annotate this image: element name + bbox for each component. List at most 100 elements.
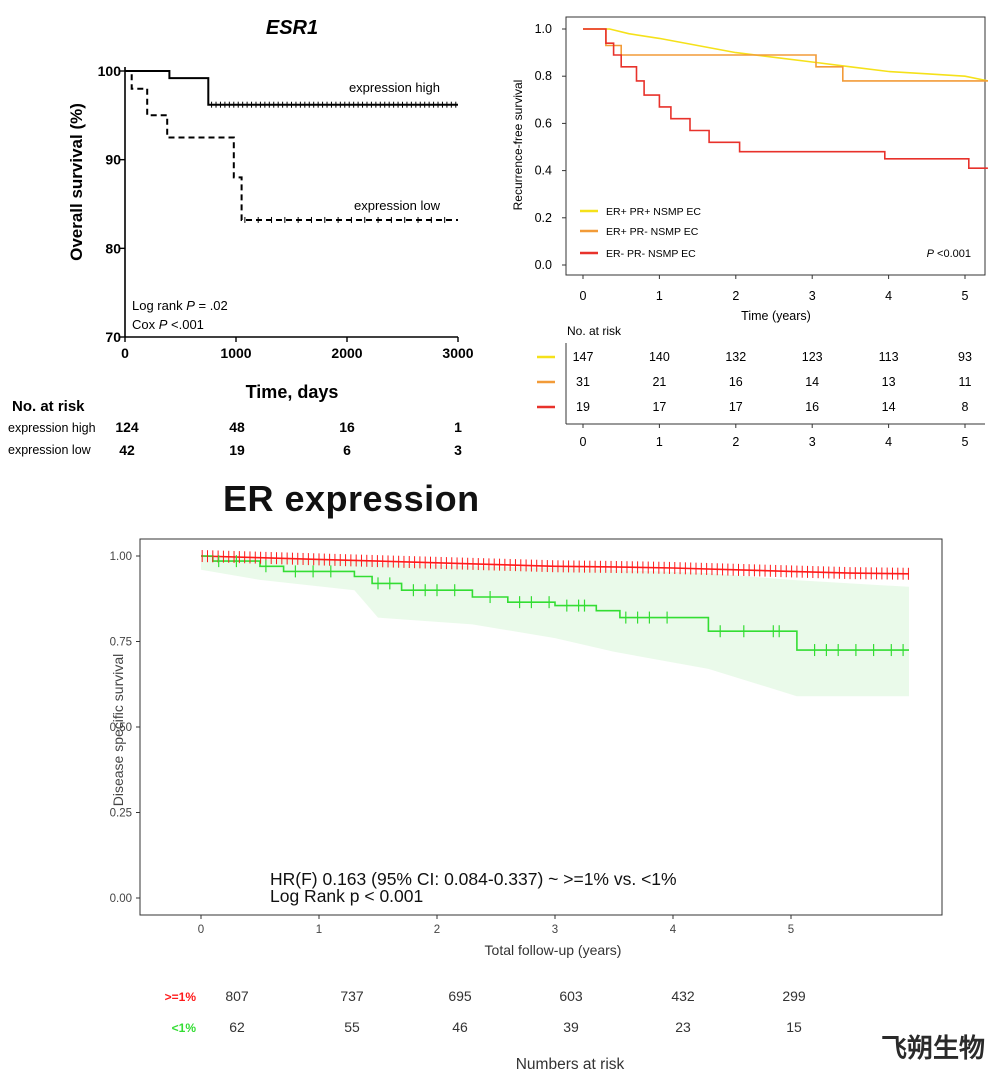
survival-curve-low [125,70,458,221]
risk-table-title: No. at risk [567,324,622,338]
y-axis-label: Overall survival (%) [67,103,86,261]
risk-value: 13 [882,375,896,389]
x-tick-label: 0 [580,435,587,449]
risk-row-label-low: expression low [8,443,92,457]
esr1-survival-chart: ESR1 Overall survival (%) Time, days 70 8… [8,17,474,458]
risk-table-title: No. at risk [12,398,85,415]
y-tick-label: 1.0 [535,22,552,36]
rfs-survival-panel: Recurrence-free survival Time (years) 0.… [500,0,1000,470]
risk-value: 16 [729,375,743,389]
esr1-survival-panel: ESR1 Overall survival (%) Time, days 70 8… [0,0,480,470]
risk-value: 432 [671,988,695,1004]
er-expression-panel: ER expression Disease specific survival … [100,478,990,1078]
x-tick-label: 2000 [331,345,362,361]
risk-value: 737 [340,988,364,1004]
rfs-survival-chart: Recurrence-free survival Time (years) 0.… [511,16,989,449]
risk-row-label-high: expression high [8,421,96,435]
risk-value: 16 [339,419,355,435]
survival-curve-low-er [201,555,909,651]
risk-value: 21 [652,375,666,389]
x-tick-label: 0 [121,345,129,361]
y-tick-label: 0.25 [110,808,132,820]
x-tick-label: 2 [732,289,739,303]
risk-value: 17 [652,400,666,414]
risk-value: 1 [454,419,462,435]
risk-value: 16 [805,400,819,414]
y-tick-label: 100 [98,63,122,79]
risk-value: 3 [454,442,462,458]
y-tick-label: 70 [105,329,121,345]
risk-value: 6 [343,442,351,458]
x-tick-label: 0 [198,924,204,936]
y-tick-label: 80 [105,240,121,256]
risk-value: 23 [675,1019,691,1035]
x-tick-label: 1 [316,924,322,936]
x-tick-label: 3000 [442,345,473,361]
logrank-annotation: Log Rank p < 0.001 [270,886,423,906]
y-axis-label: Disease specific survival [110,654,126,807]
x-tick-label: 1000 [220,345,251,361]
legend: ER+ PR+ NSMP EC ER+ PR- NSMP EC ER- PR- … [580,206,701,260]
risk-value: 46 [452,1019,468,1035]
risk-value: 147 [573,350,594,364]
x-tick-label: 1 [656,289,663,303]
risk-row-label-high: >=1% [165,990,197,1004]
risk-value: 48 [229,419,245,435]
legend-label: ER+ PR- NSMP EC [606,226,699,238]
y-tick-label: 0.00 [110,893,132,905]
x-tick-label: 2 [732,435,739,449]
y-tick-label: 0.0 [535,258,552,272]
risk-value: 113 [879,350,899,364]
rfs-curve-er-pr-pos [583,28,989,82]
risk-value: 31 [576,375,590,389]
x-tick-label: 5 [962,435,969,449]
y-tick-label: 1.00 [110,551,132,563]
risk-value: 695 [448,988,472,1004]
p-value-annotation: P <0.001 [927,248,971,260]
series-label-low: expression low [354,198,441,213]
plot-frame [565,16,986,276]
x-tick-label: 4 [885,435,892,449]
risk-value: 55 [344,1019,360,1035]
risk-table-title: Numbers at risk [516,1056,625,1073]
x-tick-label: 3 [552,924,558,936]
y-tick-label: 0.4 [535,164,552,178]
risk-value: 15 [786,1019,802,1035]
cox-annotation: Cox P <.001 [132,317,204,332]
chart-title: ESR1 [266,17,318,39]
survival-curve-high [125,70,458,106]
risk-value: 42 [119,442,135,458]
risk-value: 17 [729,400,743,414]
risk-value: 14 [882,400,896,414]
series-label-high: expression high [349,80,440,95]
y-axis-label: Recurrence-free survival [511,80,525,211]
risk-value: 124 [115,419,139,435]
logrank-annotation: Log rank P = .02 [132,298,228,313]
rfs-curve-er-neg-pr-neg [583,28,988,169]
confidence-band [201,556,909,697]
y-tick-label: 0.6 [535,116,552,130]
hr-annotation: HR(F) 0.163 (95% CI: 0.084-0.337) ~ >=1%… [270,869,677,889]
risk-value: 8 [962,400,969,414]
x-tick-label: 0 [580,289,587,303]
risk-row-label-low: <1% [172,1021,197,1035]
risk-value: 11 [959,375,972,389]
watermark-text: 飞朔生物 [880,1034,985,1064]
risk-value: 93 [958,350,972,364]
x-tick-label: 4 [885,289,892,303]
x-tick-label: 4 [670,924,677,936]
y-tick-label: 90 [105,152,121,168]
x-tick-label: 3 [809,289,816,303]
x-tick-label: 5 [788,924,794,936]
risk-value: 39 [563,1019,579,1035]
legend-label: ER- PR- NSMP EC [606,248,696,260]
chart-title: ER expression [223,478,480,519]
x-tick-label: 2 [434,924,440,936]
risk-value: 19 [229,442,245,458]
x-tick-label: 5 [962,289,969,303]
risk-value: 62 [229,1019,245,1035]
er-expression-chart: Disease specific survival Total follow-u… [110,538,943,1073]
y-tick-label: 0.2 [535,211,552,225]
y-tick-label: 0.8 [535,69,552,83]
x-axis-label: Time (years) [741,309,811,323]
